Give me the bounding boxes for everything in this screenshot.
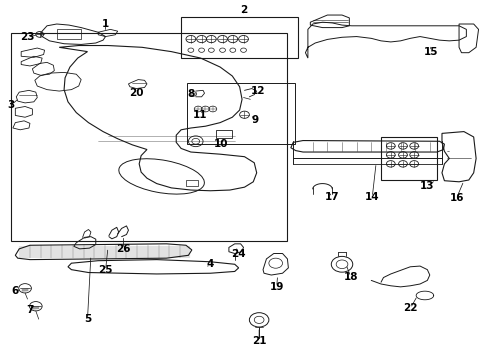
Text: 15: 15 <box>423 46 437 57</box>
Bar <box>11 33 286 241</box>
Bar <box>216 130 231 138</box>
Text: 25: 25 <box>98 265 113 275</box>
Text: 20: 20 <box>129 88 143 98</box>
Text: 1: 1 <box>102 19 109 29</box>
Text: 18: 18 <box>343 272 357 282</box>
Bar <box>186 83 295 144</box>
Text: 2: 2 <box>240 5 246 15</box>
Text: 11: 11 <box>192 110 206 120</box>
Text: 17: 17 <box>325 192 339 202</box>
Text: 6: 6 <box>12 286 19 296</box>
Text: 9: 9 <box>251 115 258 125</box>
Text: 19: 19 <box>269 282 284 292</box>
Text: 26: 26 <box>116 244 131 254</box>
Text: 22: 22 <box>402 303 417 314</box>
Text: 21: 21 <box>251 336 266 346</box>
Text: 13: 13 <box>419 181 434 192</box>
Text: 12: 12 <box>250 86 265 96</box>
Text: 23: 23 <box>20 32 35 42</box>
Bar <box>57 29 81 39</box>
Text: 14: 14 <box>364 192 379 202</box>
Text: 4: 4 <box>206 259 214 269</box>
Text: 3: 3 <box>8 100 15 110</box>
Text: 5: 5 <box>84 314 91 324</box>
Text: 24: 24 <box>231 248 245 258</box>
Bar <box>185 180 198 186</box>
Bar <box>181 17 298 58</box>
Text: 8: 8 <box>187 89 194 99</box>
Text: 10: 10 <box>213 139 228 149</box>
Text: 7: 7 <box>26 305 34 315</box>
Bar <box>380 137 436 180</box>
Text: 16: 16 <box>448 193 463 203</box>
